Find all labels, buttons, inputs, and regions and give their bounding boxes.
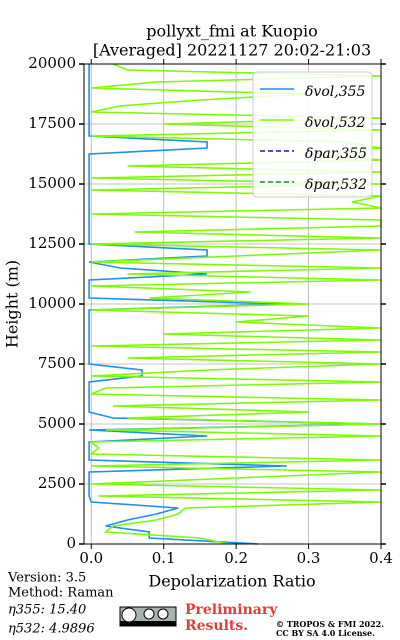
y-tick-label: 10000 (28, 294, 76, 312)
method: Method: Raman (8, 586, 114, 601)
copyright: © TROPOS & FMI 2022. (276, 619, 384, 629)
y-tick-label: 2500 (38, 474, 76, 492)
preliminary: Preliminary (185, 602, 278, 618)
x-tick-label: 0.0 (79, 549, 103, 567)
y-tick-label: 5000 (38, 414, 76, 432)
legend-label: δvol,355 (305, 84, 366, 100)
cc-logo (119, 606, 177, 627)
legend-label: δpar,355 (305, 146, 367, 162)
results: Results. (185, 618, 248, 634)
y-tick-label: 0 (66, 534, 76, 552)
y-axis-label: Height (m) (3, 260, 22, 348)
plot-frame (83, 63, 382, 545)
y-tick-label: 12500 (28, 234, 76, 252)
legend-box (252, 71, 373, 198)
y-tick-label: 20000 (28, 54, 76, 72)
x-axis-label: Depolarization Ratio (148, 572, 315, 591)
x-tick-label: 0.3 (297, 549, 321, 567)
license: CC BY SA 4.0 License. (276, 628, 375, 638)
chart-subtitle: [Averaged] 20221127 20:02-21:03 (93, 41, 371, 60)
y-tick-label: 7500 (38, 354, 76, 372)
eta355: η355: 15.40 (8, 603, 86, 618)
y-tick-label: 17500 (28, 114, 76, 132)
legend-label: δpar,532 (305, 177, 367, 193)
eta532: η532: 4.9896 (8, 622, 95, 637)
x-tick-label: 0.4 (369, 549, 393, 567)
chart-title: pollyxt_fmi at Kuopio (146, 22, 317, 41)
legend-label: δvol,532 (305, 115, 366, 131)
x-tick-label: 0.1 (152, 549, 176, 567)
version: Version: 3.5 (7, 571, 86, 586)
x-tick-label: 0.2 (224, 549, 248, 567)
y-tick-label: 15000 (28, 174, 76, 192)
